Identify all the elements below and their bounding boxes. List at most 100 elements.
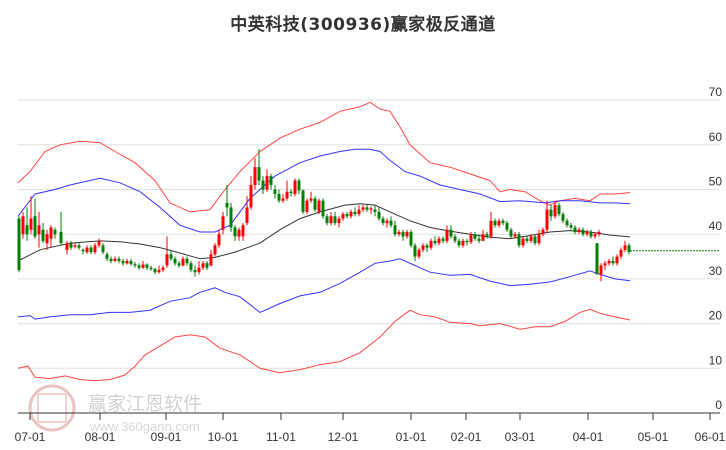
y-tick-label: 10	[709, 353, 723, 367]
candle	[405, 231, 409, 237]
candle	[317, 200, 321, 212]
candle	[553, 205, 557, 217]
candle	[615, 256, 619, 264]
candle	[197, 267, 201, 273]
candle	[441, 238, 445, 241]
candle	[237, 229, 241, 237]
candle	[249, 185, 253, 208]
candle	[337, 218, 341, 224]
candle	[305, 200, 309, 212]
candle	[353, 211, 357, 215]
candle	[381, 218, 385, 224]
candle	[101, 245, 105, 253]
y-tick-label: 0	[715, 398, 722, 412]
candle	[595, 243, 599, 275]
candle	[493, 220, 497, 226]
candle	[417, 249, 421, 257]
candle	[125, 261, 129, 264]
candle	[257, 167, 261, 181]
candle	[45, 234, 49, 244]
y-tick-label: 20	[709, 309, 723, 323]
candle	[193, 269, 197, 273]
candle	[77, 245, 81, 248]
candle	[557, 205, 561, 215]
candle	[205, 263, 209, 268]
outer-upper-line	[17, 101, 631, 213]
candle	[325, 216, 329, 224]
candle	[369, 208, 373, 210]
candle	[537, 234, 541, 244]
candle	[293, 180, 297, 194]
outer-lower-line	[17, 308, 631, 382]
candle	[109, 258, 113, 262]
x-tick-label: 05-01	[638, 430, 669, 444]
x-tick-label: 12-01	[328, 430, 359, 444]
candle	[461, 240, 465, 246]
candle	[453, 236, 457, 241]
candle	[409, 231, 413, 246]
candle	[457, 240, 461, 246]
candle	[549, 209, 553, 217]
candle	[217, 234, 221, 246]
candle	[433, 240, 437, 244]
candle	[89, 247, 93, 253]
watermark: 赢家江恩软件 www.360gann.com	[28, 384, 202, 434]
candle	[277, 193, 281, 201]
candle	[449, 229, 453, 237]
candle	[385, 220, 389, 224]
candle	[623, 245, 627, 250]
candle	[285, 191, 289, 199]
candle	[333, 216, 337, 224]
x-tick-label: 07-01	[15, 430, 46, 444]
candle	[289, 191, 293, 194]
candle	[445, 229, 449, 241]
candle	[41, 229, 45, 241]
candle	[281, 198, 285, 201]
y-tick-label: 70	[709, 85, 723, 99]
candle	[73, 245, 77, 247]
candle	[607, 261, 611, 264]
y-tick-label: 60	[709, 130, 723, 144]
middle-line	[17, 203, 631, 262]
x-tick-label: 03-01	[505, 430, 536, 444]
x-tick-label: 06-01	[695, 430, 726, 444]
candle	[29, 218, 33, 230]
channel-lines	[17, 101, 631, 382]
candle	[165, 254, 169, 266]
candle	[357, 209, 361, 215]
y-tick-label: 30	[709, 264, 723, 278]
candle	[209, 254, 213, 266]
candle	[561, 214, 565, 221]
candle	[505, 223, 509, 230]
candle	[221, 216, 225, 230]
candle	[521, 238, 525, 246]
candle	[33, 216, 37, 237]
candle	[545, 209, 549, 230]
watermark-brand: 赢家江恩软件	[88, 393, 202, 415]
candle	[273, 189, 277, 194]
candle	[53, 229, 57, 235]
candle	[245, 207, 249, 224]
candle	[59, 231, 63, 244]
candle	[321, 200, 325, 217]
candle	[181, 258, 185, 266]
candle	[233, 227, 237, 237]
candle	[573, 227, 577, 232]
candle	[509, 229, 513, 237]
candle	[589, 231, 593, 237]
candle	[297, 180, 301, 191]
candle	[401, 231, 405, 237]
candle	[157, 269, 161, 273]
candle	[261, 180, 265, 190]
x-tick-label: 04-01	[573, 430, 604, 444]
candle	[141, 264, 145, 268]
grid-lines: 0 10 20 30 40 50 60 70	[18, 85, 722, 412]
candle	[137, 265, 141, 268]
candle	[529, 236, 533, 241]
candle	[85, 247, 89, 253]
x-tick-label: 09-01	[151, 430, 182, 444]
candle	[437, 238, 441, 244]
candle	[21, 216, 25, 235]
candle	[465, 240, 469, 243]
candle	[153, 269, 157, 273]
